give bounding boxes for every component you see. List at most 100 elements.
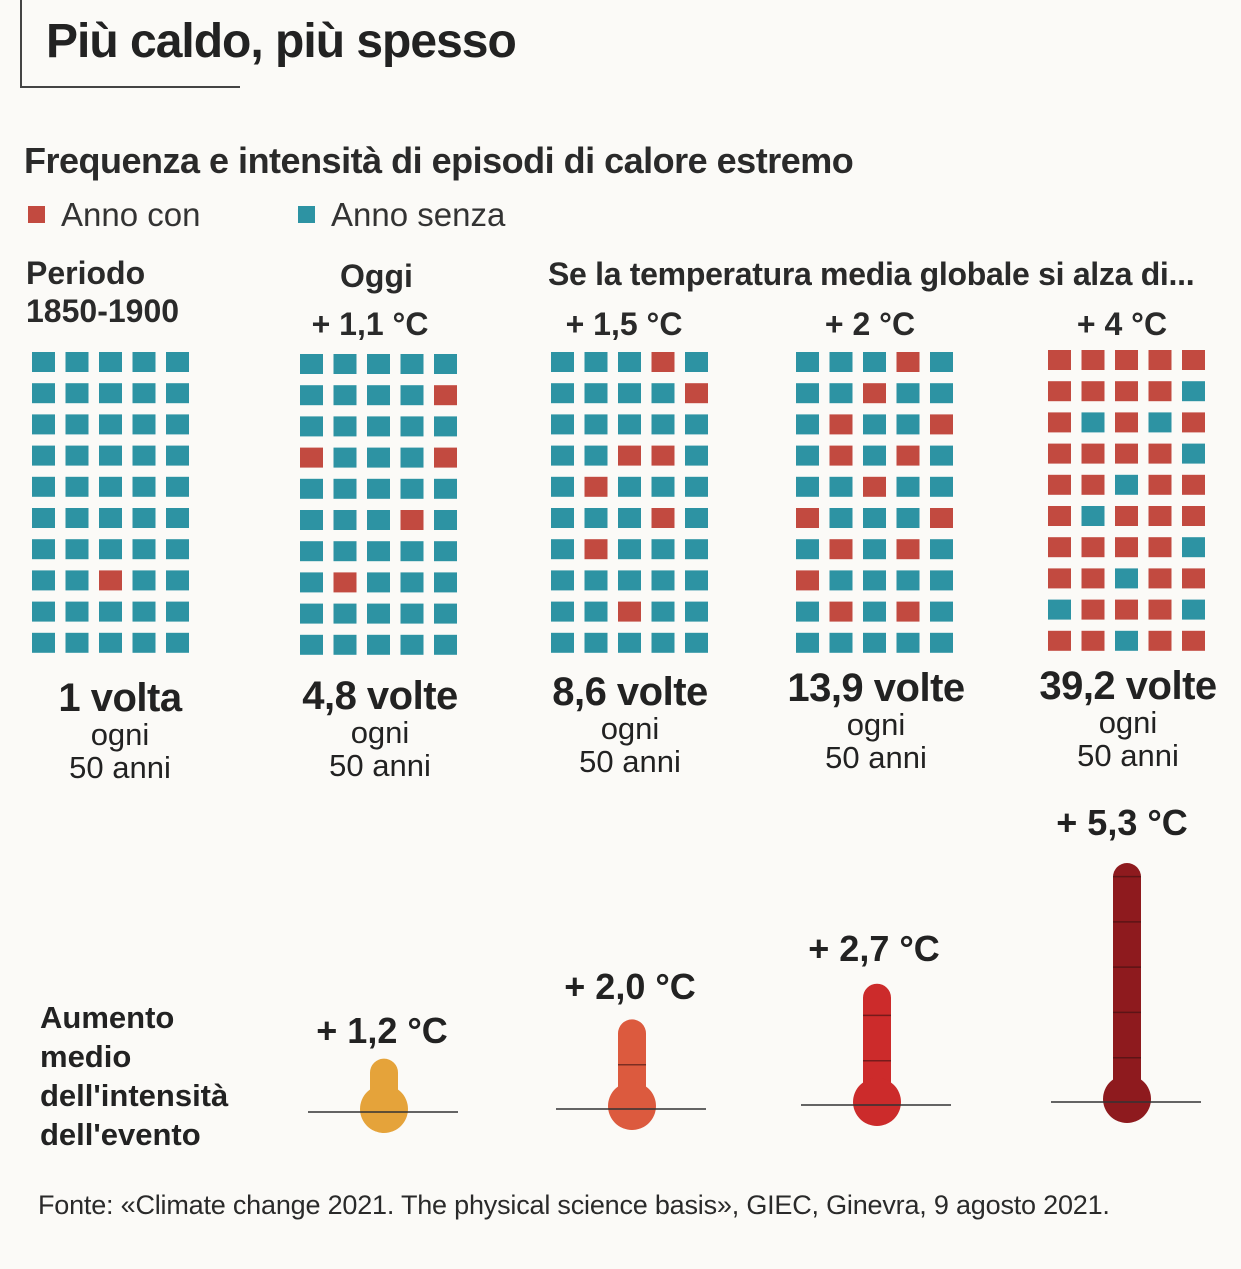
- intensity-label-line: dell'evento: [40, 1117, 201, 1152]
- waffle-cell-cold: [651, 632, 675, 653]
- legend-item-hot: Anno con: [28, 196, 200, 234]
- waffle-cell-hot: [1148, 537, 1172, 558]
- waffle-cell-cold: [796, 352, 819, 372]
- waffle-cell-hot: [1048, 350, 1071, 370]
- waffle-cell-cold: [32, 476, 55, 497]
- waffle-cell-cold: [400, 478, 424, 499]
- waffle-cell-cold: [166, 601, 189, 622]
- waffle-cell-hot: [1182, 474, 1205, 495]
- waffle-cell-hot: [1115, 537, 1138, 558]
- waffle-cell-cold: [930, 352, 953, 372]
- waffle-cell-cold: [434, 416, 457, 437]
- intensity-label-line: Aumento: [40, 1000, 175, 1035]
- waffle-cell-cold: [333, 634, 357, 655]
- waffle-cell-cold: [132, 508, 156, 528]
- thermometer-bulb: [360, 1085, 408, 1133]
- waffle-cell-hot: [651, 445, 675, 466]
- waffle-cell-cold: [99, 414, 122, 435]
- waffle-cell-cold: [99, 383, 122, 404]
- waffle-cell-hot: [1148, 630, 1172, 651]
- waffle-cell-cold: [829, 383, 853, 404]
- waffle-cell-hot: [1115, 599, 1138, 620]
- frequency-period: 50 anni: [1077, 738, 1179, 773]
- waffle-cell-hot: [829, 539, 853, 560]
- waffle-cell-cold: [685, 414, 708, 435]
- waffle-cell-hot: [651, 352, 675, 372]
- waffle-cell-hot: [863, 476, 886, 497]
- waffle-cell-cold: [1115, 474, 1138, 495]
- waffle-cell-cold: [166, 539, 189, 560]
- waffle-cell-cold: [166, 508, 189, 528]
- waffle-cell-cold: [434, 634, 457, 655]
- warming-label-1-5: + 1,5 °C: [565, 306, 683, 342]
- waffle-cell-hot: [896, 352, 920, 372]
- waffle-cell-cold: [551, 508, 574, 528]
- waffle-cell-cold: [1115, 568, 1138, 589]
- waffle-cell-hot: [1115, 350, 1138, 370]
- waffle-cell-cold: [685, 570, 708, 591]
- waffle-cell-cold: [1115, 630, 1138, 651]
- waffle-cell-cold: [863, 414, 886, 435]
- waffle-cell-hot: [1148, 350, 1172, 370]
- waffle-cell-cold: [618, 570, 641, 591]
- warming-label-2: + 2 °C: [824, 306, 916, 342]
- waffle-cell-cold: [132, 539, 156, 560]
- waffle-cell-cold: [896, 383, 920, 404]
- waffle-cell-cold: [1048, 599, 1071, 620]
- intensity-value-2: + 2,7 °C: [808, 928, 940, 969]
- waffle-cell-cold: [829, 476, 853, 497]
- waffle-cell-hot: [685, 383, 708, 404]
- waffle-cell-cold: [618, 632, 641, 653]
- frequency-value: 8,6 volte: [552, 670, 708, 714]
- waffle-cell-cold: [99, 632, 122, 653]
- waffle-cell-cold: [685, 539, 708, 560]
- frequency-per: ogni: [1098, 705, 1158, 740]
- waffle-cell-cold: [32, 570, 55, 591]
- waffle-cell-cold: [584, 570, 608, 591]
- frequency-value: 4,8 volte: [302, 674, 458, 718]
- waffle-cell-cold: [584, 445, 608, 466]
- waffle-cell-hot: [1115, 506, 1138, 526]
- waffle-cell-cold: [551, 383, 574, 404]
- waffle-cell-hot: [829, 601, 853, 622]
- title-frame: [20, 0, 240, 88]
- waffle-cell-cold: [796, 476, 819, 497]
- frequency-1850: 1 volta ogni 50 anni: [0, 678, 240, 784]
- waffle-cell-cold: [551, 601, 574, 622]
- waffle-cell-cold: [300, 572, 323, 593]
- waffle-cell-cold: [618, 539, 641, 560]
- waffle-cell-hot: [618, 601, 641, 622]
- waffle-cell-cold: [896, 632, 920, 653]
- waffle-cell-cold: [930, 445, 953, 466]
- waffle-cell-cold: [132, 383, 156, 404]
- waffle-cell-hot: [1182, 630, 1205, 651]
- thermometer-tube: [1113, 863, 1141, 1103]
- waffle-cell-cold: [65, 445, 89, 466]
- waffle-cell-hot: [584, 539, 608, 560]
- frequency-today: 4,8 volte ogni 50 anni: [260, 676, 500, 782]
- waffle-cell-hot: [863, 383, 886, 404]
- waffle-cell-cold: [551, 539, 574, 560]
- waffle-cell-cold: [99, 601, 122, 622]
- waffle-cell-cold: [333, 447, 357, 468]
- waffle-cell-cold: [930, 383, 953, 404]
- waffle-cell-hot: [829, 445, 853, 466]
- waffle-cell-cold: [166, 445, 189, 466]
- waffle-cell-cold: [132, 476, 156, 497]
- waffle-cell-cold: [367, 541, 390, 562]
- waffle-cell-hot: [333, 572, 357, 593]
- waffle-cell-hot: [1182, 506, 1205, 526]
- waffle-cell-cold: [584, 508, 608, 528]
- warming-label-today: + 1,1 °C: [311, 306, 429, 342]
- waffle-cell-cold: [132, 570, 156, 591]
- legend-label-hot: Anno con: [61, 196, 201, 233]
- waffle-cell-cold: [434, 541, 457, 562]
- waffle-cell-cold: [863, 570, 886, 591]
- waffle-cell-cold: [1081, 506, 1105, 526]
- waffle-cell-hot: [1148, 568, 1172, 589]
- frequency-period: 50 anni: [579, 744, 681, 779]
- waffle-cell-hot: [99, 570, 122, 591]
- waffle-cell-cold: [1182, 381, 1205, 402]
- waffle-cell-cold: [796, 383, 819, 404]
- waffle-cell-cold: [65, 539, 89, 560]
